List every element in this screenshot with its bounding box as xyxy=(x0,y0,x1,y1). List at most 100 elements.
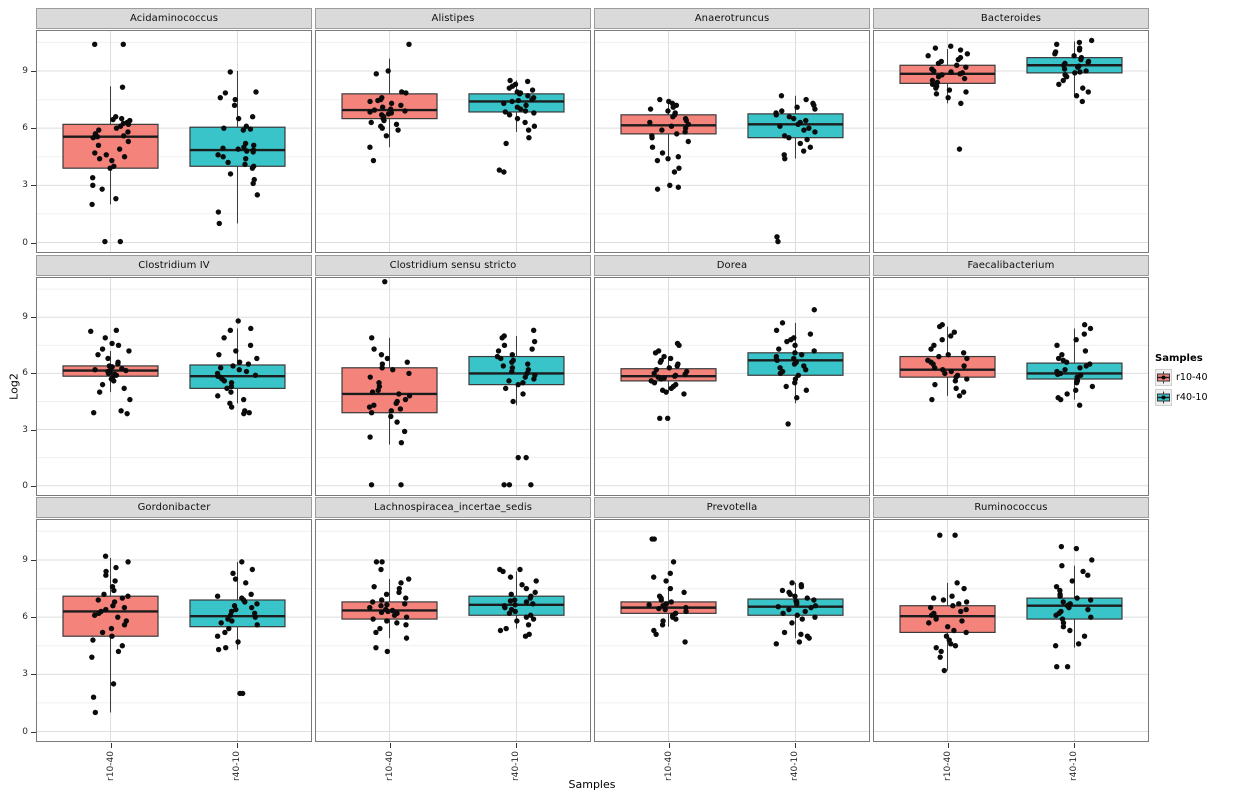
box-group-r10-40 xyxy=(899,322,996,403)
box-group-r10-40 xyxy=(341,278,438,488)
x-tick-mark xyxy=(669,743,670,748)
facet-title: Lachnospiracea_incertae_sedis xyxy=(373,502,533,513)
facet-panel xyxy=(36,277,312,496)
jitter-points xyxy=(89,41,133,245)
legend-key-swatch xyxy=(1155,389,1172,406)
facet-panel xyxy=(315,519,591,742)
facet-title: Clostridium IV xyxy=(138,260,210,271)
legend: Samples r10-40 r40-10 xyxy=(1155,353,1237,409)
facet-panel xyxy=(36,519,312,742)
y-tick-mark xyxy=(31,430,36,431)
facet-strip: Prevotella xyxy=(594,497,870,518)
facet-strip: Clostridium sensu stricto xyxy=(315,255,591,276)
y-tick-label: 0 xyxy=(22,238,28,248)
y-tick-mark xyxy=(31,71,36,72)
jitter-points xyxy=(367,559,412,655)
facet-panel xyxy=(873,277,1149,496)
box-group-r10-40 xyxy=(62,327,159,417)
box-group-r40-10 xyxy=(468,327,565,488)
x-tick-mark xyxy=(516,743,517,748)
y-tick-mark xyxy=(31,373,36,374)
facet-panel xyxy=(36,30,312,253)
facet-strip: Ruminococcus xyxy=(873,497,1149,518)
jitter-points xyxy=(1054,322,1096,408)
facet-panel xyxy=(315,277,591,496)
facet-panel xyxy=(873,30,1149,253)
x-tick-label: r10-40 xyxy=(943,751,953,781)
y-tick-mark xyxy=(31,486,36,487)
box-group-r10-40 xyxy=(62,41,159,245)
box-group-r40-10 xyxy=(747,580,844,647)
facet-title: Faecalibacterium xyxy=(967,260,1055,271)
box-r40-10 xyxy=(747,113,844,139)
facet-panel xyxy=(315,30,591,253)
y-tick-label: 9 xyxy=(22,312,28,322)
x-tick-label: r40-10 xyxy=(511,751,521,781)
facet-strip: Acidaminococcus xyxy=(36,8,312,29)
facet-strip: Anaerotruncus xyxy=(594,8,870,29)
legend-item-label: r40-10 xyxy=(1176,392,1208,403)
box-group-r10-40 xyxy=(341,559,438,655)
box-group-r40-10 xyxy=(189,69,286,227)
jitter-points xyxy=(925,322,970,403)
box-r10-40 xyxy=(341,367,438,414)
facet-title: Bacteroides xyxy=(980,13,1042,24)
facet-panel xyxy=(594,519,870,742)
jitter-points xyxy=(214,559,260,697)
facet-title: Gordonibacter xyxy=(137,502,211,513)
y-tick-label: 3 xyxy=(22,425,28,435)
box-r10-40 xyxy=(899,355,996,378)
facet-title: Alistipes xyxy=(431,13,475,24)
box-group-r40-10 xyxy=(468,566,565,639)
x-tick-label: r40-10 xyxy=(232,751,242,781)
facet-strip: Gordonibacter xyxy=(36,497,312,518)
jitter-points xyxy=(497,566,539,639)
jitter-points xyxy=(646,536,689,645)
facet-panel xyxy=(873,519,1149,742)
x-tick-label: r10-40 xyxy=(385,751,395,781)
x-axis-title: Samples xyxy=(568,778,616,791)
y-tick-mark xyxy=(31,560,36,561)
box-r10-40 xyxy=(620,368,717,382)
facet-title: Dorea xyxy=(716,260,748,271)
facet-strip: Faecalibacterium xyxy=(873,255,1149,276)
y-tick-label: 6 xyxy=(22,612,28,622)
legend-title: Samples xyxy=(1155,353,1203,364)
y-tick-label: 6 xyxy=(22,368,28,378)
jitter-points xyxy=(214,318,260,417)
facet-strip: Bacteroides xyxy=(873,8,1149,29)
jitter-points xyxy=(215,69,261,227)
y-tick-label: 0 xyxy=(22,727,28,737)
jitter-points xyxy=(647,96,691,192)
jitter-points xyxy=(89,553,131,716)
y-tick-mark xyxy=(31,674,36,675)
x-tick-label: r10-40 xyxy=(664,751,674,781)
facet-strip: Lachnospiracea_incertae_sedis xyxy=(315,497,591,518)
jitter-points xyxy=(1052,543,1095,670)
y-tick-mark xyxy=(31,185,36,186)
x-tick-mark xyxy=(111,743,112,748)
box-r40-10 xyxy=(468,355,565,386)
x-tick-label: r10-40 xyxy=(106,751,116,781)
x-tick-label: r40-10 xyxy=(790,751,800,781)
box-group-r10-40 xyxy=(899,532,996,674)
y-tick-label: 9 xyxy=(22,555,28,565)
facet-panel xyxy=(594,30,870,253)
box-group-r10-40 xyxy=(620,340,717,422)
jitter-points xyxy=(926,532,970,674)
box-group-r40-10 xyxy=(189,318,286,417)
box-group-r40-10 xyxy=(468,77,565,175)
box-group-r40-10 xyxy=(1026,322,1123,408)
legend-item: r10-40 xyxy=(1155,369,1237,386)
y-tick-label: 0 xyxy=(22,481,28,491)
facet-title: Acidaminococcus xyxy=(129,13,219,24)
x-tick-mark xyxy=(237,743,238,748)
y-axis-title: Log2 xyxy=(7,373,21,400)
jitter-points xyxy=(367,41,412,164)
legend-items: r10-40 r40-10 xyxy=(1155,369,1237,406)
facet-strip: Clostridium IV xyxy=(36,255,312,276)
legend-item: r40-10 xyxy=(1155,389,1237,406)
facet-strip: Dorea xyxy=(594,255,870,276)
y-tick-mark xyxy=(31,317,36,318)
